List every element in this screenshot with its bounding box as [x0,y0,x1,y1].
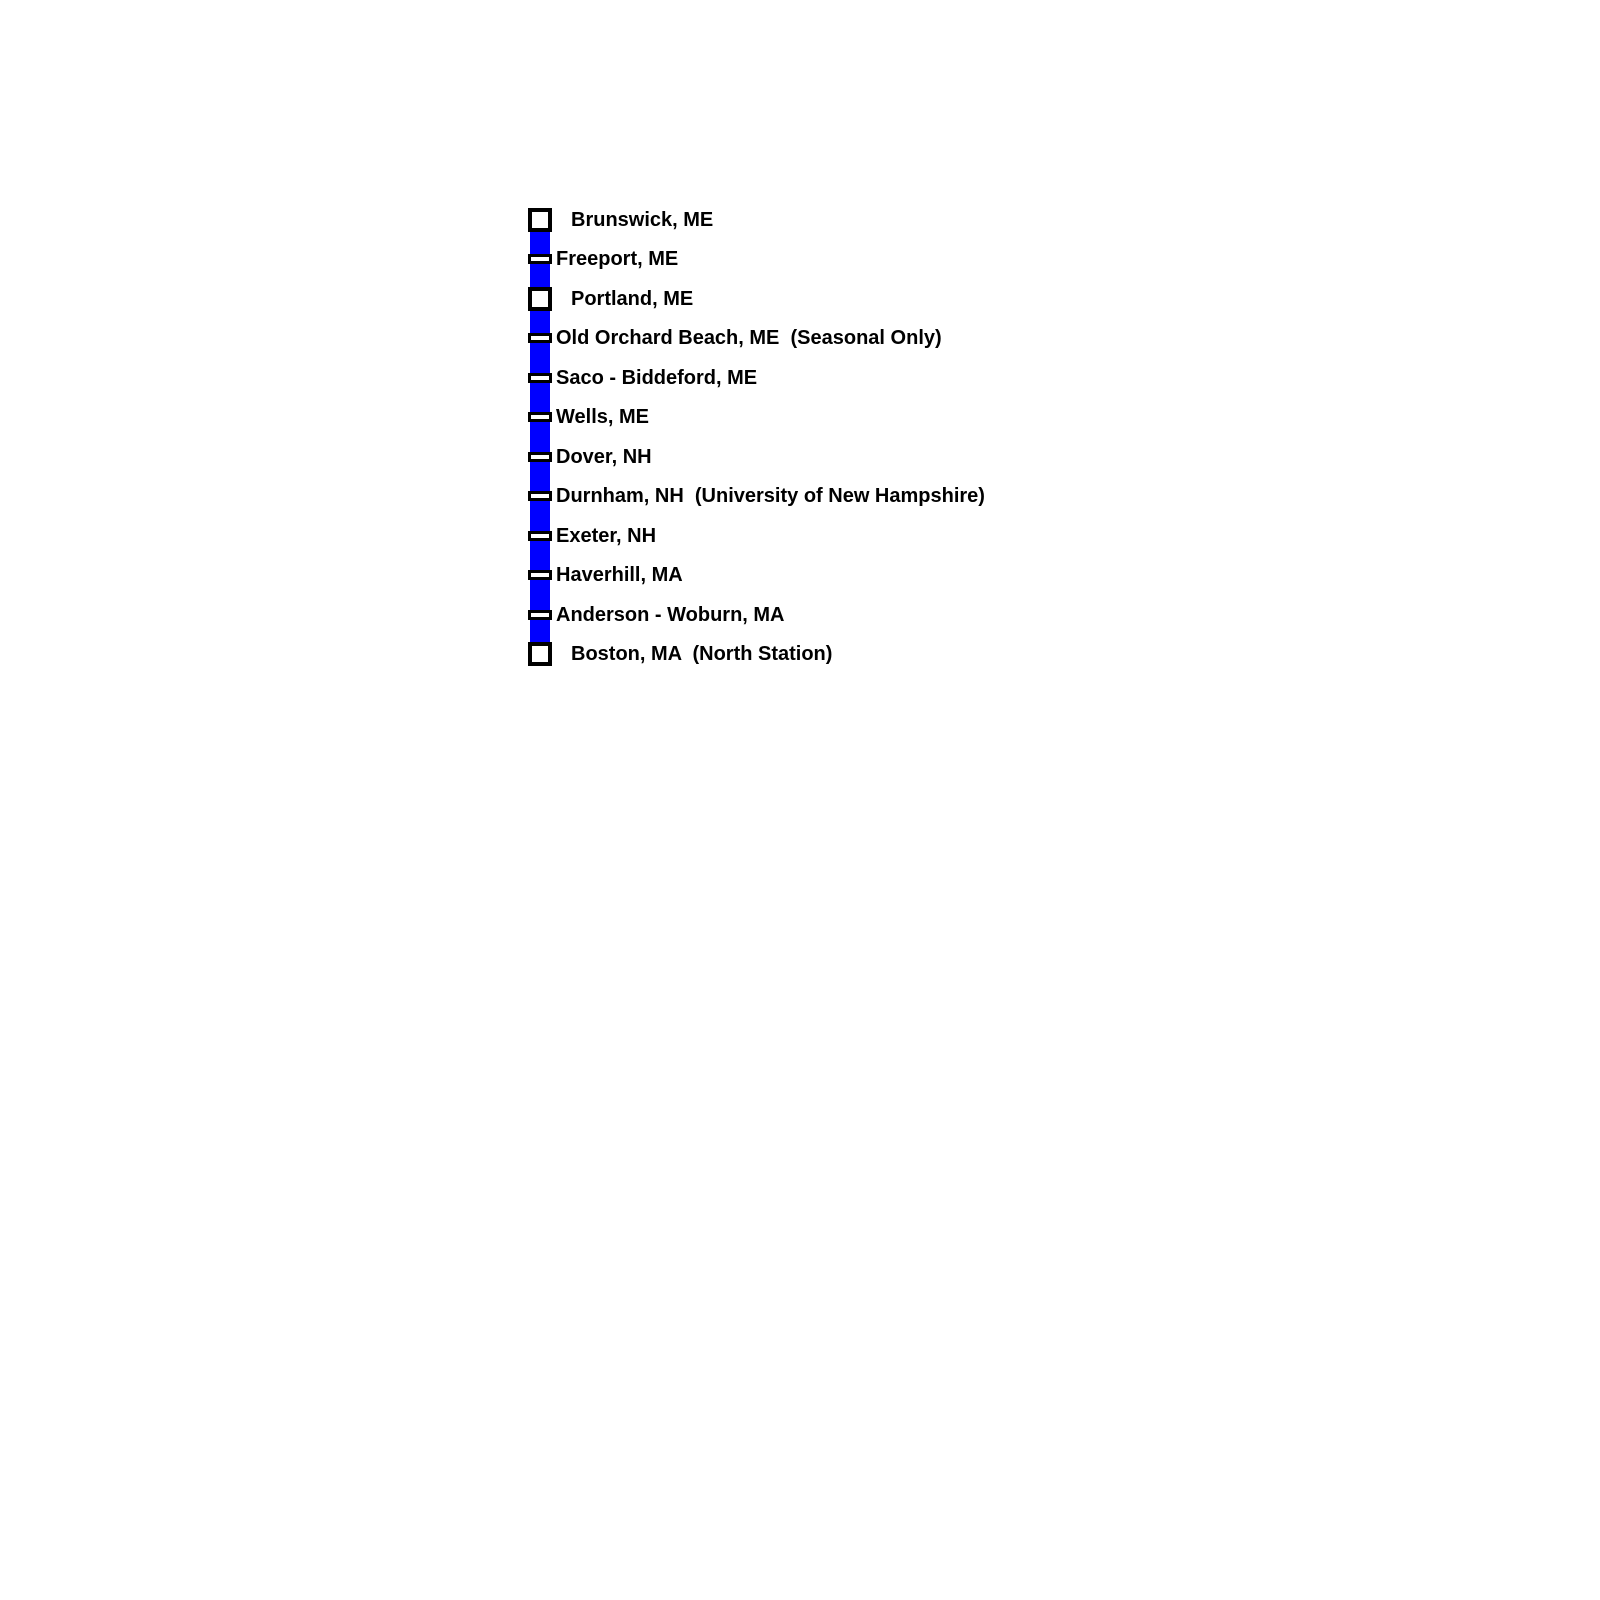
station-label: Freeport, ME [556,248,679,271]
station-label: Old Orchard Beach, ME (Seasonal Only) [556,327,942,350]
station-label: Exeter, NH [556,524,657,547]
station-label: Anderson - Woburn, MA [556,603,785,626]
station-marker-major-icon [528,207,552,232]
station-label: Wells, ME [556,406,649,429]
station-label: Dover, NH [556,445,652,468]
station-marker-minor-icon [528,491,552,502]
station-label: Haverhill, MA [556,564,683,587]
station-row: Dover, NH [528,437,985,477]
station-row: Boston, MA (North Station) [528,635,985,675]
station-row: Exeter, NH [528,516,985,556]
station-marker-minor-icon [528,530,552,541]
station-row: Durnham, NH (University of New Hampshire… [528,477,985,517]
station-label: Durnham, NH (University of New Hampshire… [556,485,985,508]
station-label: Portland, ME [571,287,694,310]
station-label: Boston, MA (North Station) [571,643,833,666]
route-line [530,212,550,666]
station-marker-major-icon [528,286,552,311]
station-row: Wells, ME [528,398,985,438]
station-marker-minor-icon [528,451,552,462]
station-marker-minor-icon [528,333,552,344]
station-row: Old Orchard Beach, ME (Seasonal Only) [528,319,985,359]
station-row: Haverhill, MA [528,556,985,596]
station-marker-minor-icon [528,609,552,620]
station-row: Portland, ME [528,279,985,319]
station-marker-minor-icon [528,254,552,265]
station-marker-major-icon [528,642,552,667]
station-row: Brunswick, ME [528,200,985,240]
station-row: Anderson - Woburn, MA [528,595,985,635]
station-row: Freeport, ME [528,240,985,280]
station-marker-minor-icon [528,570,552,581]
station-list: Brunswick, ME Freeport, ME Portland, ME … [528,200,985,674]
station-marker-minor-icon [528,412,552,423]
station-label: Brunswick, ME [571,208,714,231]
station-marker-minor-icon [528,372,552,383]
station-row: Saco - Biddeford, ME [528,358,985,398]
station-label: Saco - Biddeford, ME [556,366,758,389]
